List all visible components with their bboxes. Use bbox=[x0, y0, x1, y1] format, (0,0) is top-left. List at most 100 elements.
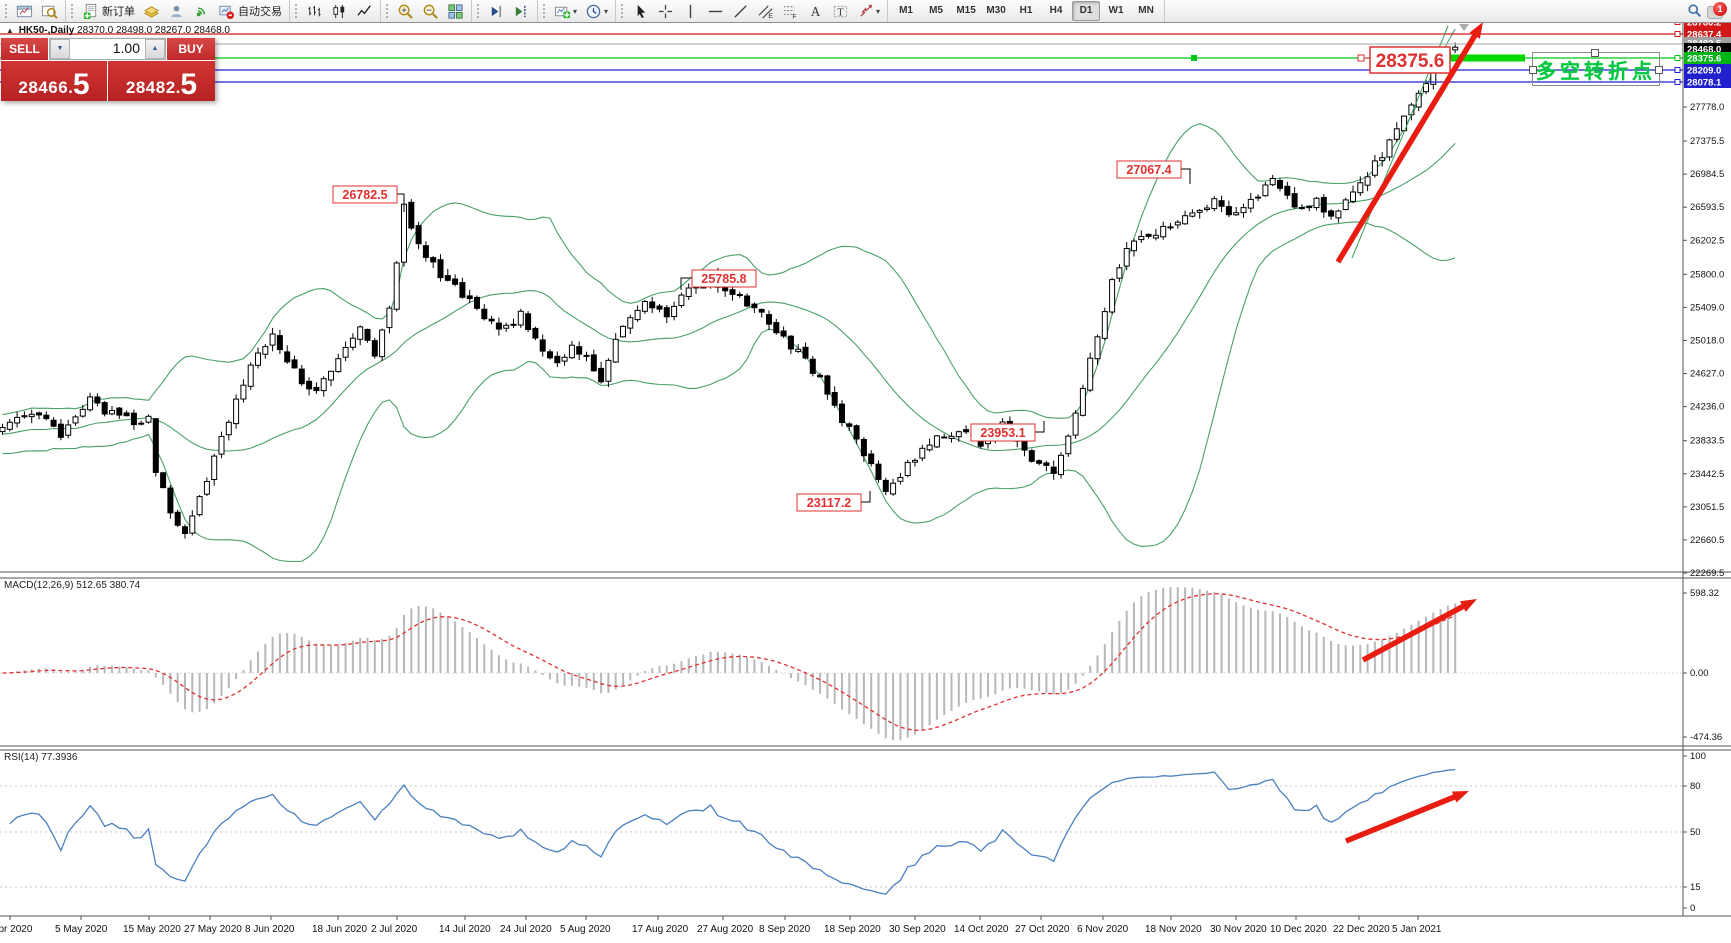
svg-text:80: 80 bbox=[1690, 781, 1701, 792]
svg-text:26782.5: 26782.5 bbox=[342, 188, 387, 202]
chart-profile-icon bbox=[41, 3, 58, 20]
chart-shift-marker[interactable] bbox=[1459, 24, 1469, 31]
timeframe-button-m15[interactable]: M15 bbox=[956, 5, 976, 16]
text-annotation-selected[interactable]: 多空转折点 bbox=[1529, 49, 1663, 86]
periods-button[interactable]: ▾ bbox=[582, 1, 611, 21]
sell-price-display[interactable]: 28466. 5 bbox=[1, 61, 108, 101]
annotation-box[interactable] bbox=[1369, 46, 1451, 74]
svg-text:8 Jun 2020: 8 Jun 2020 bbox=[245, 924, 295, 935]
svg-text:28375.6: 28375.6 bbox=[1687, 54, 1721, 65]
new-chart-button[interactable] bbox=[13, 1, 36, 21]
vertical-line-button[interactable] bbox=[679, 1, 702, 21]
annotation-box[interactable] bbox=[332, 185, 398, 204]
zoom-in-button[interactable] bbox=[394, 1, 417, 21]
toolbar-group bbox=[472, 0, 538, 22]
history-center-button[interactable] bbox=[140, 1, 163, 21]
horizontal-line-button[interactable] bbox=[704, 1, 727, 21]
svg-text:17 Aug 2020: 17 Aug 2020 bbox=[632, 924, 689, 935]
search-icon[interactable] bbox=[1684, 1, 1706, 21]
macd-pane bbox=[0, 587, 1683, 741]
new-order-icon bbox=[82, 3, 99, 20]
svg-text:5 Aug 2020: 5 Aug 2020 bbox=[560, 924, 611, 935]
chart-profile-button[interactable] bbox=[38, 1, 61, 21]
svg-text:22 Dec 2020: 22 Dec 2020 bbox=[1333, 924, 1390, 935]
svg-text:-474.36: -474.36 bbox=[1690, 732, 1722, 743]
sell-price-int: 28466 bbox=[18, 78, 69, 97]
svg-text:27 May 2020: 27 May 2020 bbox=[184, 924, 242, 935]
red-arrow[interactable] bbox=[1361, 603, 1466, 663]
annotation-box[interactable] bbox=[796, 493, 862, 512]
candlestick-chart-button[interactable] bbox=[328, 1, 351, 21]
toolbar-group: ▾ ▾ bbox=[538, 0, 617, 22]
autotrading-button[interactable]: 自动交易 bbox=[215, 1, 285, 21]
timeframe-button-d1[interactable]: D1 bbox=[1072, 1, 1101, 21]
market-watch-button[interactable] bbox=[165, 1, 188, 21]
timeframe-button-w1[interactable]: W1 bbox=[1108, 5, 1124, 16]
equidistant-channel-button[interactable]: E bbox=[754, 1, 777, 21]
toolbar-grip bbox=[621, 4, 626, 18]
svg-text:598.32: 598.32 bbox=[1690, 588, 1719, 599]
ohlc-values: 28370.0 28498.0 28267.0 28468.0 bbox=[77, 25, 230, 36]
svg-text:25018.0: 25018.0 bbox=[1690, 335, 1724, 346]
svg-text:8 Sep 2020: 8 Sep 2020 bbox=[759, 924, 811, 935]
annotation-box[interactable] bbox=[1116, 160, 1182, 179]
volume-decrease-button[interactable]: ▼ bbox=[50, 39, 70, 59]
zoom-in-icon bbox=[397, 3, 414, 20]
trendline-button[interactable] bbox=[729, 1, 752, 21]
line-chart-button[interactable] bbox=[353, 1, 376, 21]
candlestick-chart-icon bbox=[331, 3, 348, 20]
cursor-icon bbox=[632, 3, 649, 20]
timeframe-button-m1[interactable]: M1 bbox=[899, 5, 913, 16]
svg-text:28637.4: 28637.4 bbox=[1687, 30, 1722, 41]
svg-text:T: T bbox=[837, 7, 844, 18]
sell-button[interactable]: SELL bbox=[1, 38, 49, 60]
crosshair-button[interactable] bbox=[654, 1, 677, 21]
selection-handle-right[interactable] bbox=[1655, 66, 1663, 74]
one-click-trading-widget: SELL ▼ 1.00 ▲ BUY 28466. 5 28482. 5 bbox=[1, 38, 215, 101]
selection-handle-top[interactable] bbox=[1591, 49, 1599, 57]
svg-text:28209.0: 28209.0 bbox=[1687, 66, 1721, 77]
selection-handle-left[interactable] bbox=[1529, 66, 1537, 74]
cursor-button[interactable] bbox=[629, 1, 652, 21]
svg-text:28780.2: 28780.2 bbox=[1687, 18, 1721, 29]
chart-shift-button[interactable] bbox=[510, 1, 533, 21]
text-button[interactable]: A bbox=[804, 1, 827, 21]
svg-text:0.00: 0.00 bbox=[1690, 668, 1709, 679]
timeframe-button-m30[interactable]: M30 bbox=[986, 5, 1006, 16]
toolbar-group bbox=[290, 0, 381, 22]
indicators-button[interactable]: ▾ bbox=[551, 1, 580, 21]
timeframe-button-mn[interactable]: MN bbox=[1138, 5, 1154, 16]
price-annotations: 26782.5 25785.8 27067.4 23953.1 23117.2 28375… bbox=[332, 46, 1451, 512]
volume-increase-button[interactable]: ▲ bbox=[145, 39, 165, 59]
signal-button[interactable] bbox=[190, 1, 213, 21]
svg-text:28375.6: 28375.6 bbox=[1376, 51, 1445, 72]
svg-text:5 Jan 2021: 5 Jan 2021 bbox=[1392, 924, 1442, 935]
buy-price-display[interactable]: 28482. 5 bbox=[108, 61, 215, 101]
red-arrow[interactable] bbox=[1335, 32, 1479, 264]
bar-chart-button[interactable] bbox=[303, 1, 326, 21]
annotation-box[interactable] bbox=[691, 269, 757, 288]
annotation-box[interactable] bbox=[970, 423, 1036, 442]
text-label-button[interactable]: T bbox=[829, 1, 852, 21]
zoom-out-button[interactable] bbox=[419, 1, 442, 21]
timeframe-button-h4[interactable]: H4 bbox=[1049, 5, 1063, 16]
buy-button[interactable]: BUY bbox=[166, 38, 215, 60]
svg-text:22660.5: 22660.5 bbox=[1690, 535, 1724, 546]
volume-input[interactable]: 1.00 bbox=[112, 40, 140, 56]
svg-text:100: 100 bbox=[1690, 751, 1706, 762]
svg-text:10 Dec 2020: 10 Dec 2020 bbox=[1270, 924, 1327, 935]
toolbar-grip bbox=[386, 4, 391, 18]
autotrading-icon bbox=[218, 3, 235, 20]
svg-text:27 Aug 2020: 27 Aug 2020 bbox=[697, 924, 754, 935]
timeframe-button-h1[interactable]: H1 bbox=[1019, 5, 1033, 16]
indicators-icon bbox=[554, 3, 571, 20]
timeframe-button-m5[interactable]: M5 bbox=[929, 5, 943, 16]
tile-windows-button[interactable] bbox=[444, 1, 467, 21]
fibonacci-button[interactable]: F bbox=[779, 1, 802, 21]
red-arrow[interactable] bbox=[1344, 793, 1458, 844]
arrows-button[interactable]: ▾ bbox=[854, 1, 883, 21]
new-order-button[interactable]: 新订单 bbox=[79, 1, 138, 21]
notification-badge[interactable]: 1 bbox=[1707, 2, 1727, 20]
auto-scroll-button[interactable] bbox=[485, 1, 508, 21]
